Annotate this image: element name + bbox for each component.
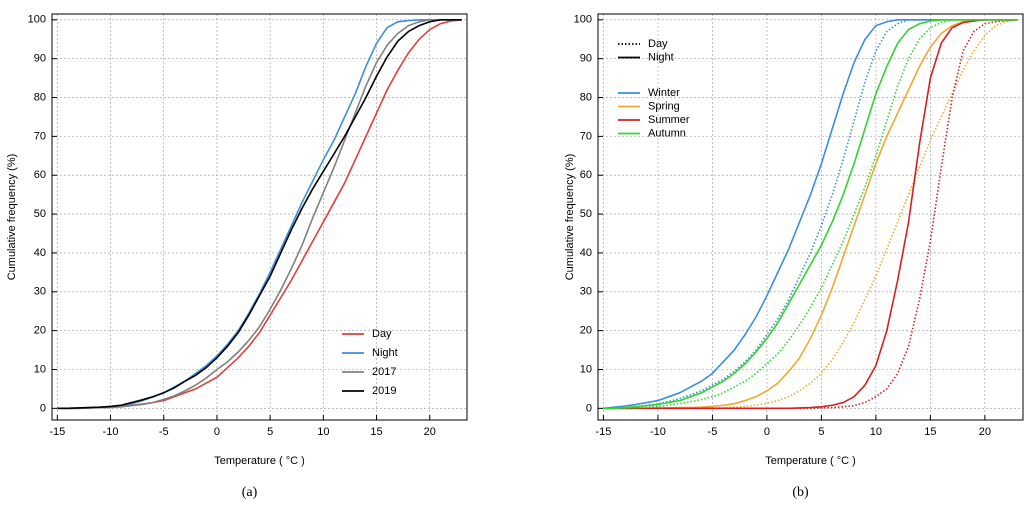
- y-tick-label: 60: [34, 169, 46, 181]
- y-tick-label: 90: [580, 53, 592, 65]
- y-tick-label: 60: [580, 169, 592, 181]
- legend-label: Day: [372, 328, 392, 340]
- x-tick-label: 0: [764, 426, 770, 438]
- y-tick-label: 10: [580, 363, 592, 375]
- y-tick-label: 0: [586, 402, 592, 414]
- x-tick-label: -10: [650, 426, 666, 438]
- x-tick-label: 15: [924, 426, 936, 438]
- legend-label: Autumn: [648, 127, 686, 139]
- y-tick-label: 70: [580, 130, 592, 142]
- data-line: [603, 19, 1018, 410]
- x-tick-label: 10: [870, 426, 882, 438]
- y-tick-label: 80: [34, 91, 46, 103]
- y-tick-label: 20: [34, 325, 46, 337]
- x-tick-label: -10: [103, 426, 119, 438]
- y-tick-label: 20: [580, 325, 592, 337]
- y-tick-label: 100: [574, 14, 592, 26]
- caption: (b): [792, 485, 809, 500]
- y-tick-label: 10: [34, 363, 46, 375]
- x-tick-label: 10: [317, 426, 329, 438]
- x-tick-label: 5: [267, 426, 273, 438]
- x-tick-label: -5: [708, 426, 718, 438]
- legend-label: Spring: [648, 100, 680, 112]
- y-axis-title: Cumulative frequency (%): [564, 154, 576, 281]
- legend-label: 2019: [372, 385, 396, 397]
- y-axis-title: Cumulative frequency (%): [6, 154, 18, 281]
- x-tick-label: 5: [818, 426, 824, 438]
- legend-label: Winter: [648, 87, 680, 99]
- data-line: [603, 19, 1018, 410]
- data-line: [57, 19, 462, 410]
- y-tick-label: 90: [34, 53, 46, 65]
- y-tick-label: 50: [580, 208, 592, 220]
- y-tick-label: 0: [40, 402, 46, 414]
- x-tick-label: 20: [424, 426, 436, 438]
- y-tick-label: 80: [580, 91, 592, 103]
- x-tick-label: -5: [159, 426, 169, 438]
- data-line: [603, 19, 1018, 410]
- x-tick-label: 15: [370, 426, 382, 438]
- legend-label: Night: [372, 347, 398, 359]
- y-tick-label: 50: [34, 208, 46, 220]
- data-line: [57, 19, 462, 410]
- legend-label: 2017: [372, 366, 396, 378]
- x-tick-label: 0: [214, 426, 220, 438]
- y-tick-label: 30: [580, 286, 592, 298]
- x-axis-title: Temperature ( °C ): [765, 455, 856, 467]
- legend-label: Summer: [648, 114, 690, 126]
- plot-frame: [597, 13, 1024, 421]
- y-tick-label: 30: [34, 286, 46, 298]
- legend-label: Night: [648, 51, 674, 63]
- x-tick-label: 20: [979, 426, 991, 438]
- y-tick-label: 100: [28, 14, 46, 26]
- y-tick-label: 40: [580, 247, 592, 259]
- x-tick-label: -15: [49, 426, 65, 438]
- data-line: [603, 19, 1018, 410]
- caption: (a): [242, 485, 258, 500]
- x-axis-title: Temperature ( °C ): [214, 455, 305, 467]
- y-tick-label: 70: [34, 130, 46, 142]
- plot-frame: [51, 13, 468, 421]
- legend-label: Day: [648, 38, 668, 50]
- x-tick-label: -15: [595, 426, 611, 438]
- y-tick-label: 40: [34, 247, 46, 259]
